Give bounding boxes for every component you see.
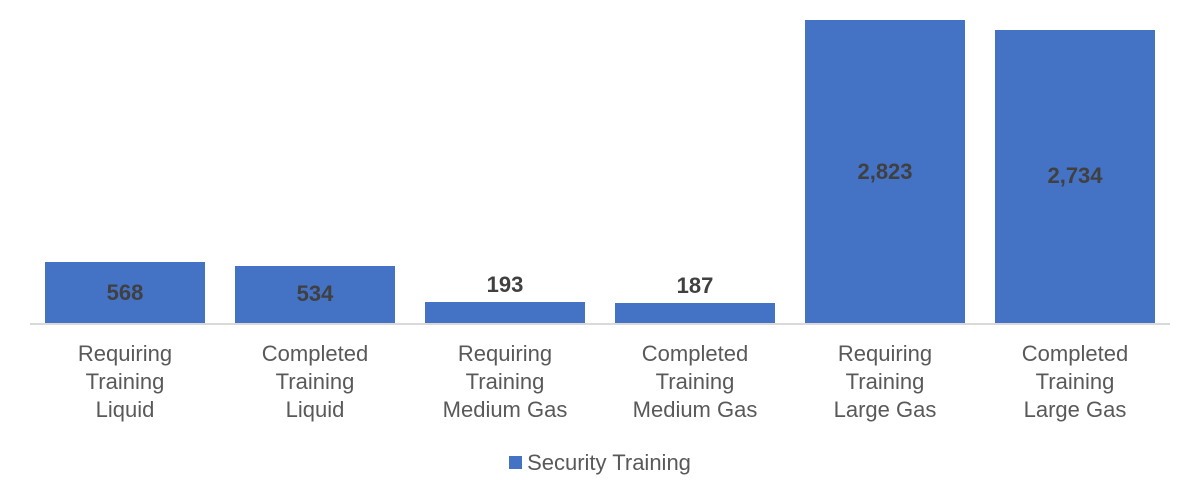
category-label: Completed Training Large Gas	[1021, 341, 1129, 422]
data-label: 534	[296, 281, 334, 307]
data-label: 568	[106, 279, 144, 305]
bar	[995, 29, 1155, 323]
data-label: 2,823	[857, 158, 913, 184]
category-label: Completed Training Medium Gas	[632, 341, 758, 422]
data-label: 193	[486, 272, 524, 298]
x-axis-line	[30, 323, 1170, 325]
bar	[45, 262, 205, 323]
category-label: Completed Training Liquid	[261, 341, 369, 422]
legend: Security Training	[0, 450, 1200, 476]
data-label: 2,734	[1047, 163, 1103, 189]
bar	[235, 265, 395, 323]
bar	[425, 302, 585, 323]
category-label: Requiring Training Liquid	[77, 341, 173, 422]
data-label: 187	[676, 272, 714, 298]
legend-swatch	[509, 456, 523, 469]
category-label: Requiring Training Large Gas	[833, 341, 937, 422]
bar	[805, 20, 965, 323]
category-label: Requiring Training Medium Gas	[442, 341, 568, 422]
legend-label: Security Training	[527, 450, 691, 475]
bar	[615, 302, 775, 323]
